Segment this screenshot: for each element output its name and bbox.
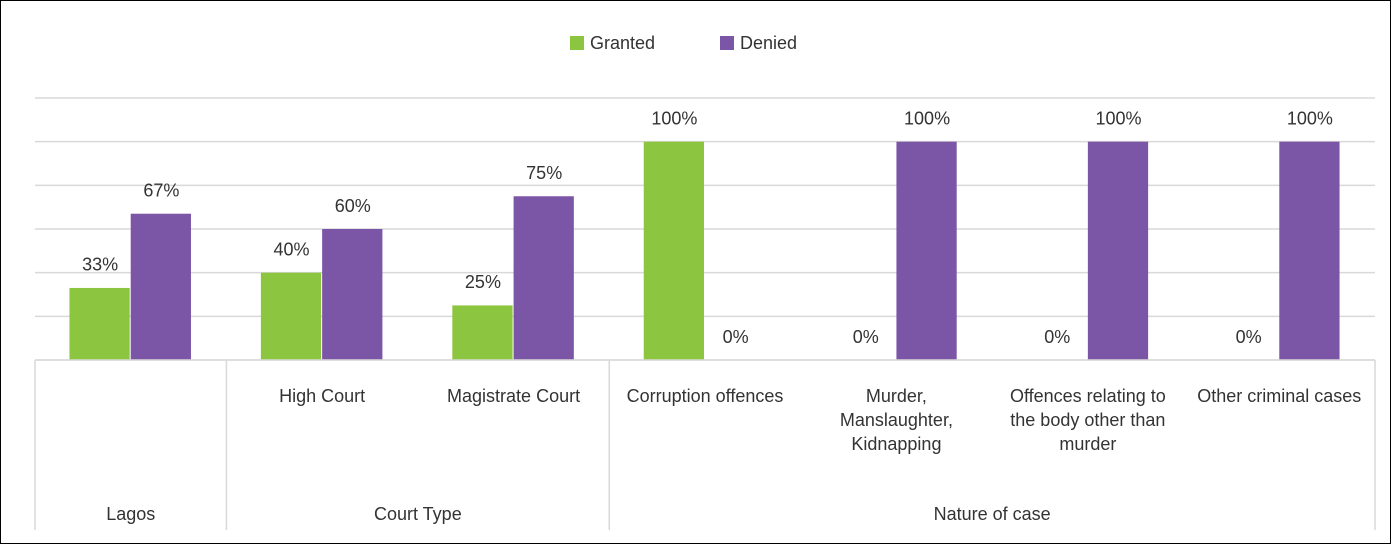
group-label: Court Type [374,504,462,524]
value-label: 100% [651,108,697,128]
legend-swatch [720,36,734,50]
x-tick-label: Corruption offences [627,386,784,406]
value-label: 67% [143,180,179,200]
value-label: 40% [273,239,309,259]
bar [322,229,383,360]
bar [643,141,704,360]
bar [1087,141,1149,360]
value-label: 0% [1236,327,1262,347]
value-label: 0% [853,327,879,347]
value-label: 100% [904,108,950,128]
group-label: Nature of case [934,504,1051,524]
bar [1279,141,1340,360]
legend-label: Granted [590,33,655,53]
bar [130,213,191,360]
x-tick-label: Magistrate Court [447,386,580,406]
x-tick-label: Other criminal cases [1197,386,1361,406]
legend-swatch [570,36,584,50]
bar [452,305,513,360]
value-label: 100% [1287,108,1333,128]
value-label: 25% [465,272,501,292]
x-tick-label: Offences relating to the body other than m… [1010,386,1166,454]
bar [69,287,130,360]
value-label: 75% [526,163,562,183]
bar [896,141,957,360]
x-tick-label: Murder, Manslaughter, Kidnapping [840,386,953,454]
bar [513,196,574,360]
value-label: 33% [82,255,118,275]
value-label: 100% [1095,108,1141,128]
value-label: 0% [1044,327,1070,347]
value-label: 60% [335,196,371,216]
legend-label: Denied [740,33,797,53]
group-label: Lagos [106,504,155,524]
value-label: 0% [723,327,749,347]
x-tick-label: High Court [279,386,365,406]
bar [260,272,322,360]
